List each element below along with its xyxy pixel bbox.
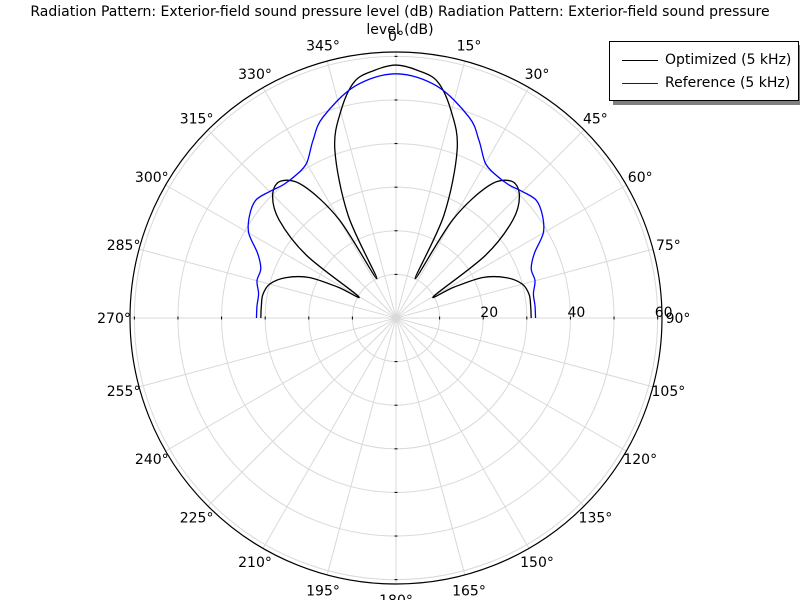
angle-tick-label: 105°	[652, 384, 686, 400]
angle-tick-label: 0°	[388, 29, 404, 45]
angle-tick-label: 300°	[135, 170, 169, 186]
grid-spoke-45	[396, 130, 584, 318]
angle-tick-label: 30°	[525, 67, 550, 83]
angle-tick-label: 240°	[135, 452, 169, 468]
angle-tick-label: 330°	[238, 67, 272, 83]
angle-tick-label: 135°	[579, 510, 613, 526]
grid-spoke-60	[396, 185, 626, 318]
radial-tick-label: 20	[480, 305, 498, 321]
angle-tick-label: 45°	[583, 112, 608, 128]
grid-spoke-240	[166, 318, 396, 451]
angle-tick-label: 15°	[457, 39, 482, 55]
grid-spoke-135	[396, 318, 584, 506]
angle-tick-label: 210°	[238, 555, 272, 571]
radial-tick-label: 60	[655, 305, 673, 321]
legend-label-optimized: Optimized (5 kHz)	[665, 52, 791, 68]
legend-label-reference: Reference (5 kHz)	[665, 75, 790, 91]
legend: Optimized (5 kHz) Reference (5 kHz)	[609, 41, 799, 101]
grid-spoke-255	[139, 318, 396, 387]
grid-spoke-165	[396, 318, 465, 575]
grid-spoke-315	[208, 130, 396, 318]
angle-tick-label: 270°	[97, 311, 131, 327]
angle-tick-label: 165°	[452, 583, 486, 599]
grid-spoke-105	[396, 318, 653, 387]
grid-spoke-120	[396, 318, 626, 451]
angle-tick-label: 120°	[623, 452, 657, 468]
grid-spoke-210	[263, 318, 396, 548]
angle-tick-label: 255°	[107, 384, 141, 400]
angle-tick-label: 315°	[180, 112, 214, 128]
legend-line-reference	[622, 83, 658, 84]
grid-spoke-195	[327, 318, 396, 575]
radial-tick-label: 40	[568, 305, 586, 321]
angle-tick-label: 150°	[520, 555, 554, 571]
grid-spoke-300	[166, 185, 396, 318]
grid-spoke-285	[139, 249, 396, 318]
angle-tick-label: 225°	[180, 510, 214, 526]
angle-tick-label: 345°	[306, 39, 340, 55]
angle-tick-label: 180°	[379, 593, 413, 600]
angle-tick-label: 195°	[306, 583, 340, 599]
grid-spoke-225	[208, 318, 396, 506]
legend-line-optimized	[622, 60, 658, 61]
angle-tick-label: 285°	[107, 238, 141, 254]
angle-tick-label: 60°	[628, 170, 653, 186]
angle-tick-label: 75°	[656, 238, 681, 254]
grid-spoke-75	[396, 249, 653, 318]
grid-spoke-150	[396, 318, 529, 548]
